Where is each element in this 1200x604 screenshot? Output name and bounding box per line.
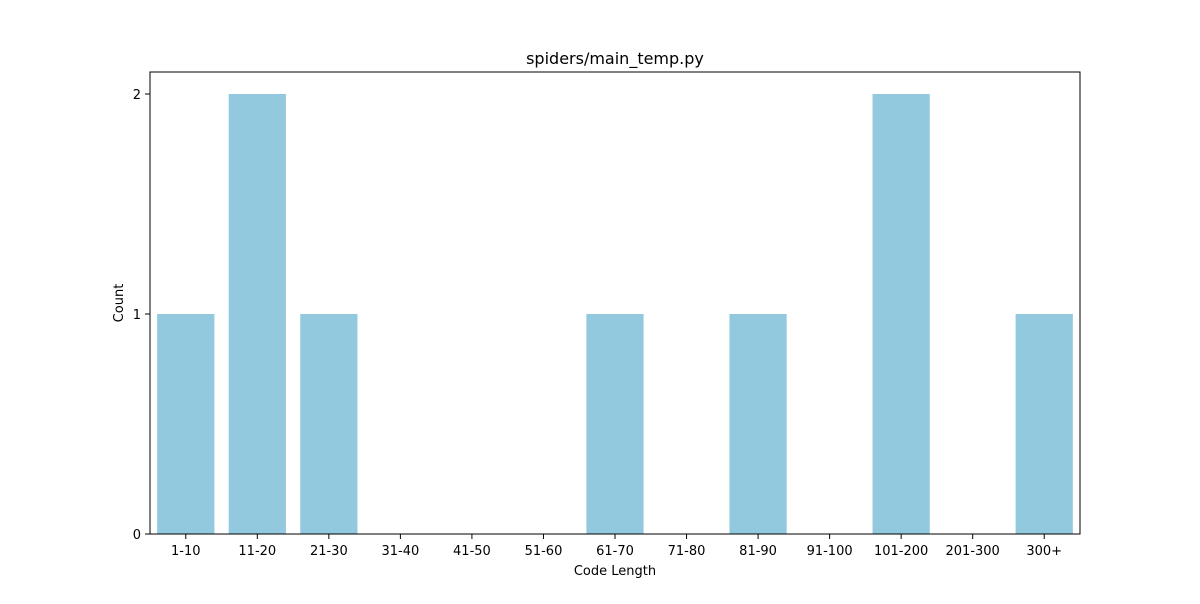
x-tick-label: 31-40 bbox=[381, 544, 419, 559]
y-tick-label: 1 bbox=[133, 308, 141, 323]
x-tick-label: 300+ bbox=[1026, 544, 1062, 559]
x-tick-label: 1-10 bbox=[171, 544, 201, 559]
x-axis-label: Code Length bbox=[574, 564, 656, 579]
y-tick-label: 2 bbox=[133, 88, 141, 103]
x-tick-label: 101-200 bbox=[874, 544, 928, 559]
y-axis-ticks: 0 1 2 bbox=[133, 88, 150, 543]
plot-frame bbox=[149, 71, 1081, 535]
x-axis-ticks: 1-10 11-20 21-30 31-40 41-50 51-60 61-70 71-80 8… bbox=[171, 534, 1062, 559]
bar-11-20 bbox=[228, 94, 286, 534]
bars-layer bbox=[157, 94, 1073, 534]
bar-101-200 bbox=[872, 94, 930, 534]
bar-1-10 bbox=[157, 314, 215, 534]
bar-21-30 bbox=[300, 314, 358, 534]
x-tick-label: 91-100 bbox=[807, 544, 853, 559]
x-tick-label: 61-70 bbox=[596, 544, 634, 559]
x-tick-label: 71-80 bbox=[668, 544, 706, 559]
y-axis-label: Count bbox=[112, 284, 127, 323]
bar-61-70 bbox=[586, 314, 644, 534]
x-tick-label: 21-30 bbox=[310, 544, 348, 559]
x-tick-label: 41-50 bbox=[453, 544, 491, 559]
x-tick-label: 11-20 bbox=[238, 544, 276, 559]
x-tick-label: 81-90 bbox=[739, 544, 777, 559]
x-tick-label: 51-60 bbox=[525, 544, 563, 559]
x-tick-label: 201-300 bbox=[946, 544, 1000, 559]
bar-81-90 bbox=[729, 314, 787, 534]
bar-300+ bbox=[1015, 314, 1073, 534]
y-tick-label: 0 bbox=[133, 528, 141, 543]
chart-title: spiders/main_temp.py bbox=[526, 49, 704, 69]
